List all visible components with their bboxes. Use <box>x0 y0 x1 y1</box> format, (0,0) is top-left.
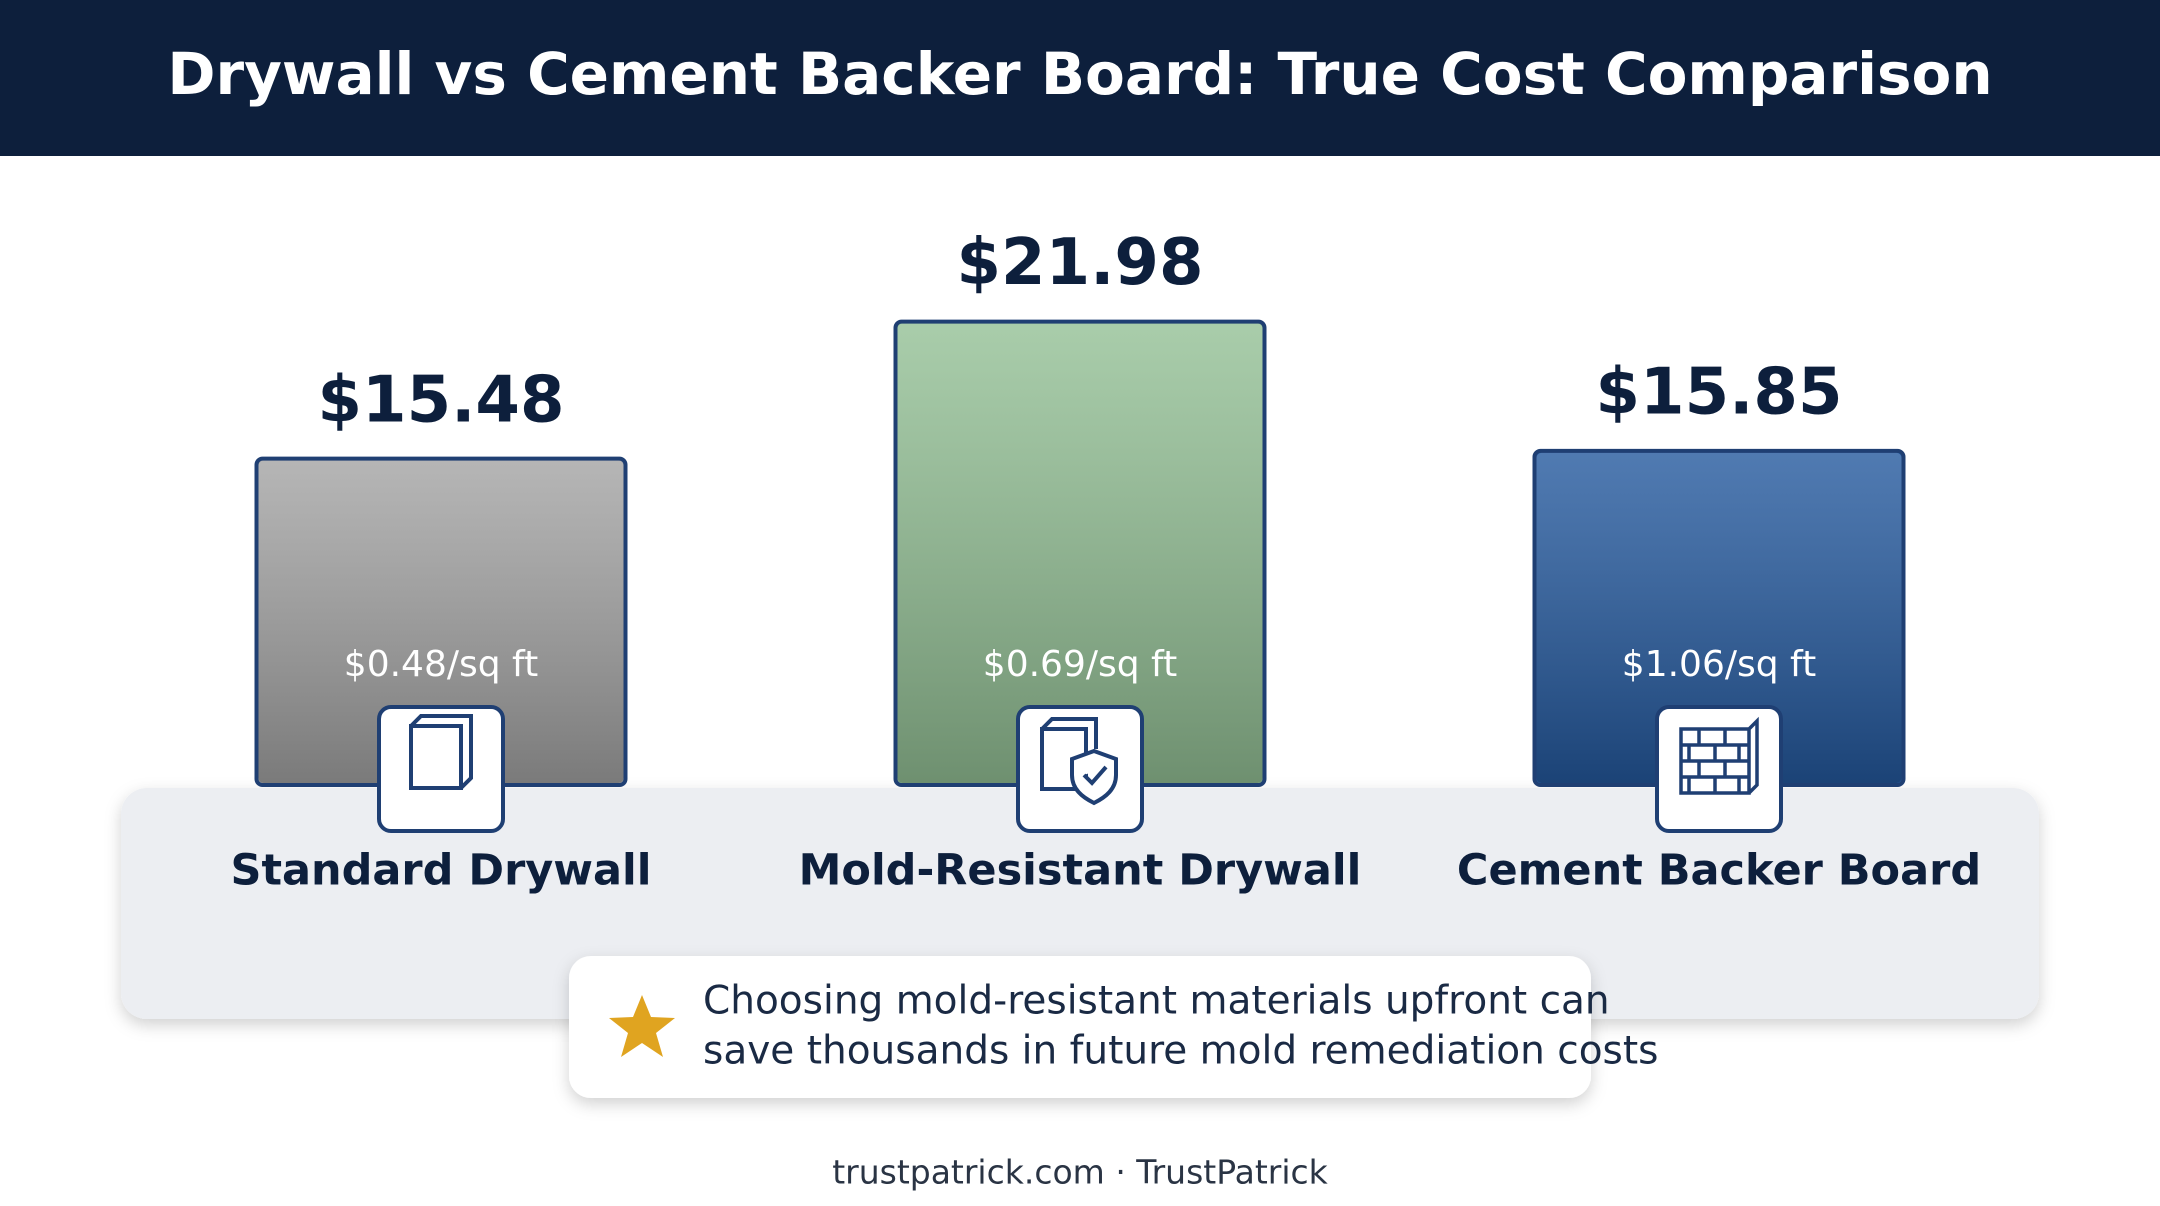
x-tick-label: Mold-Resistant Drywall <box>799 846 1362 896</box>
icon <box>409 714 473 790</box>
value-label: $15.85 <box>1596 355 1843 429</box>
value-label: $21.98 <box>957 226 1204 300</box>
icon-box <box>1655 705 1783 833</box>
callout-box <box>569 956 1591 1098</box>
x-tick-label: Standard Drywall <box>230 846 651 896</box>
unit-price-label: $0.69/sq ft <box>983 644 1177 685</box>
icon <box>1070 748 1118 806</box>
bars: $15.48 $0.48/sq ft Standard Drywall $21.98 $… <box>230 226 1981 895</box>
star-icon <box>609 995 675 1057</box>
callout-line: Choosing mold-resistant materials upfron… <box>703 979 1610 1024</box>
value-label: $15.48 <box>318 363 565 437</box>
chart-title: Drywall vs Cement Backer Board: True Cos… <box>167 40 1992 108</box>
bar-shade <box>258 460 624 783</box>
footer: trustpatrick.com · TrustPatrick <box>832 1153 1328 1192</box>
unit-price-label: $0.48/sq ft <box>344 644 538 685</box>
callout-line: save thousands in future mold remediatio… <box>703 1029 1658 1074</box>
bar-shade <box>897 323 1263 783</box>
unit-price-label: $1.06/sq ft <box>1622 644 1816 685</box>
x-tick-label: Cement Backer Board <box>1457 846 1981 896</box>
icon <box>1679 716 1759 795</box>
bar-shade <box>1536 452 1902 783</box>
header-band <box>0 0 2160 156</box>
